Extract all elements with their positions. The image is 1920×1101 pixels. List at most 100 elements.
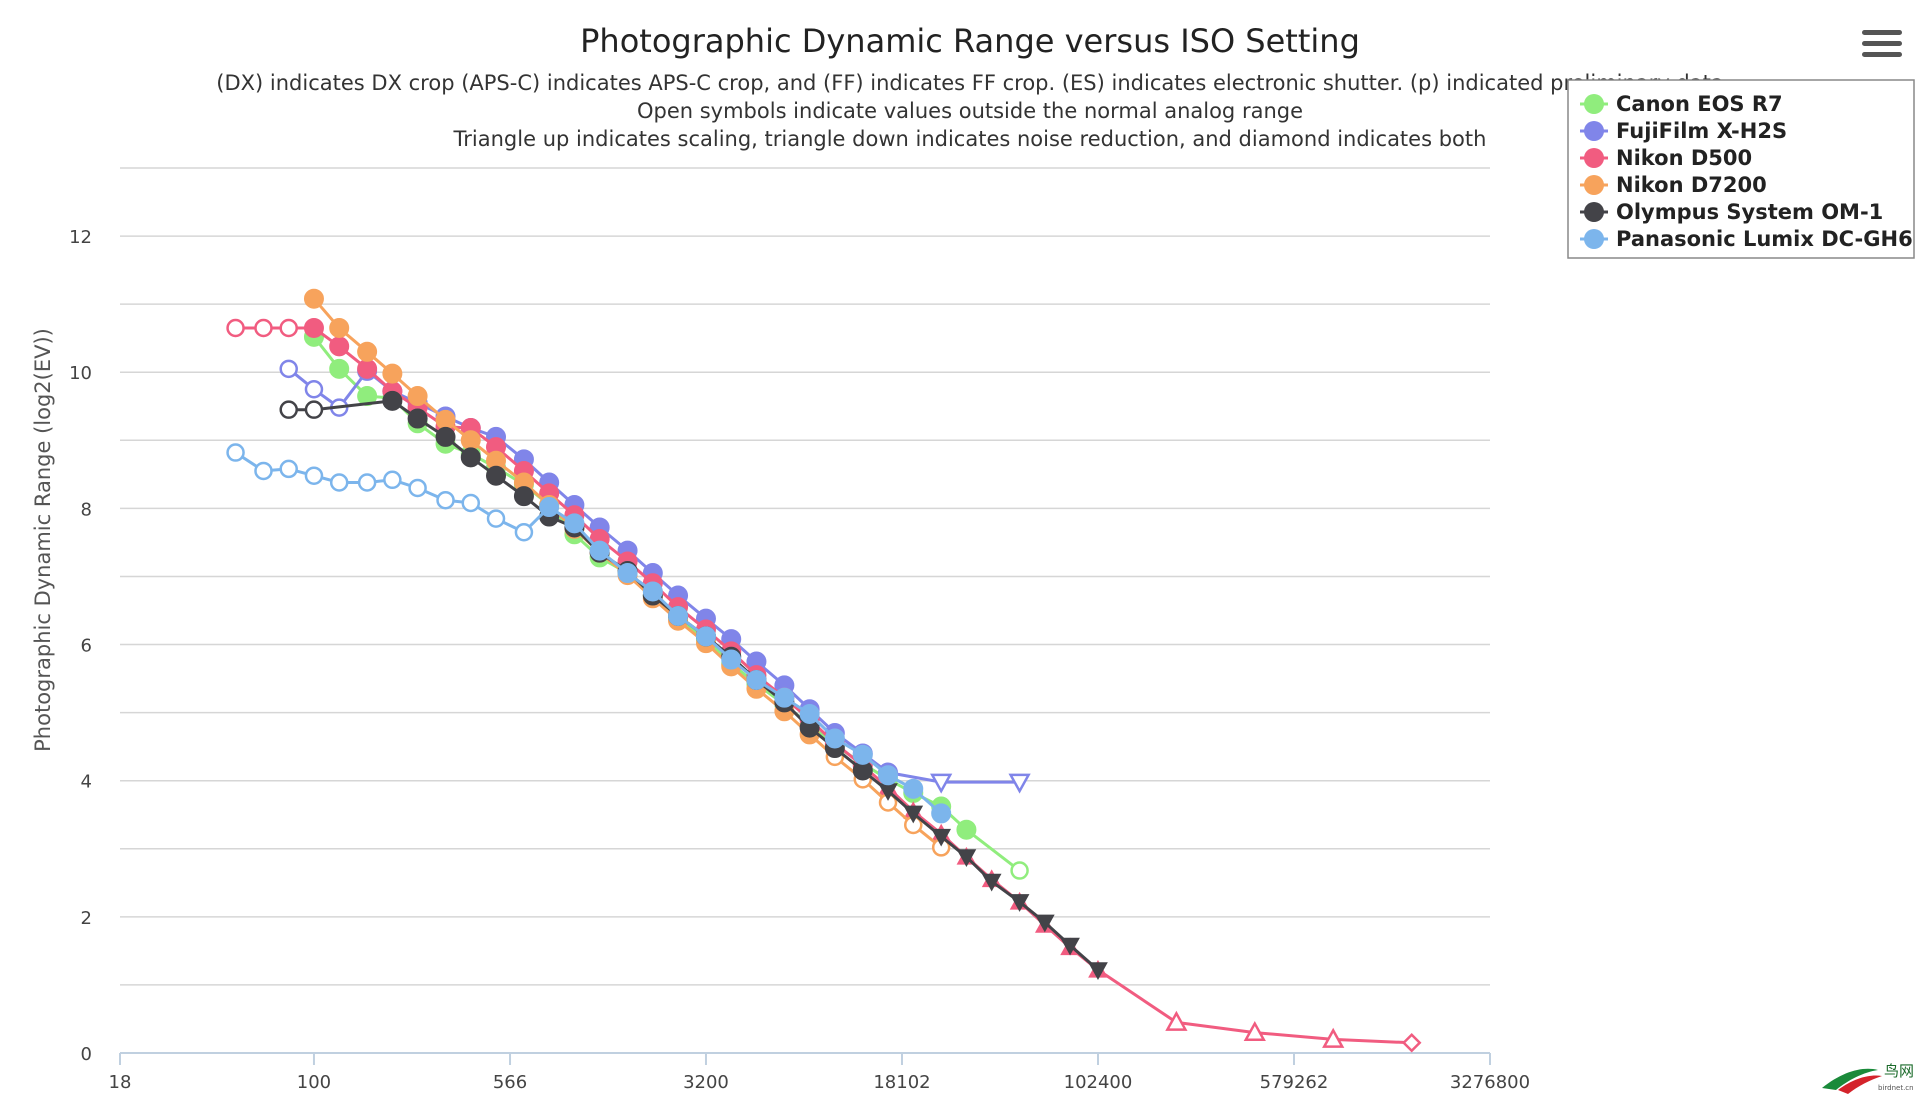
- data-point-olympus-system-om-1[interactable]: [1088, 962, 1108, 980]
- data-point-fujifilm-x-h2s[interactable]: [1008, 773, 1031, 794]
- data-point-panasonic-lumix-dc-gh6[interactable]: [774, 687, 795, 708]
- y-tick-label: 4: [81, 772, 92, 793]
- data-point-panasonic-lumix-dc-gh6[interactable]: [721, 649, 742, 670]
- data-point-panasonic-lumix-dc-gh6[interactable]: [254, 461, 273, 481]
- data-point-olympus-system-om-1[interactable]: [956, 849, 977, 867]
- data-point-nikon-d500[interactable]: [279, 318, 298, 338]
- data-point-nikon-d500[interactable]: [329, 336, 350, 357]
- data-point-panasonic-lumix-dc-gh6[interactable]: [539, 497, 560, 518]
- data-point-olympus-system-om-1[interactable]: [1060, 937, 1080, 956]
- data-point-nikon-d7200[interactable]: [460, 430, 481, 451]
- chart-subtitle-3: Triangle up indicates scaling, triangle …: [453, 127, 1487, 151]
- chart-title: Photographic Dynamic Range versus ISO Se…: [580, 22, 1360, 60]
- legend-item-panasonic-lumix-dc-gh6[interactable]: Panasonic Lumix DC-GH6: [1580, 227, 1913, 251]
- data-point-olympus-system-om-1[interactable]: [486, 465, 507, 486]
- data-point-nikon-d7200[interactable]: [329, 317, 350, 338]
- data-point-panasonic-lumix-dc-gh6[interactable]: [514, 522, 534, 542]
- axes: Photographic Dynamic Range (log2(EV)) 0 2…: [31, 227, 1530, 1093]
- legend-label: Canon EOS R7: [1616, 92, 1783, 116]
- data-point-panasonic-lumix-dc-gh6[interactable]: [357, 473, 377, 492]
- data-point-olympus-system-om-1[interactable]: [304, 400, 324, 419]
- data-point-panasonic-lumix-dc-gh6[interactable]: [589, 540, 610, 561]
- x-tick-label: 18: [109, 1072, 132, 1093]
- legend-item-nikon-d500[interactable]: Nikon D500: [1580, 146, 1752, 170]
- data-point-fujifilm-x-h2s[interactable]: [279, 359, 298, 379]
- data-point-panasonic-lumix-dc-gh6[interactable]: [304, 466, 324, 485]
- data-point-panasonic-lumix-dc-gh6[interactable]: [642, 581, 663, 602]
- data-point-panasonic-lumix-dc-gh6[interactable]: [878, 765, 899, 786]
- data-point-nikon-d7200[interactable]: [303, 288, 324, 309]
- legend-item-canon-eos-r7[interactable]: Canon EOS R7: [1580, 92, 1783, 116]
- data-point-canon-eos-r7[interactable]: [329, 358, 350, 379]
- data-point-panasonic-lumix-dc-gh6[interactable]: [436, 490, 455, 510]
- data-point-nikon-d500[interactable]: [1401, 1033, 1422, 1053]
- data-point-panasonic-lumix-dc-gh6[interactable]: [408, 478, 427, 498]
- data-point-nikon-d500[interactable]: [357, 358, 378, 379]
- watermark-subtext: birdnet.cn: [1878, 1084, 1914, 1092]
- data-point-nikon-d500[interactable]: [226, 318, 245, 338]
- series-panasonic-lumix-dc-gh6: [226, 443, 952, 824]
- data-point-olympus-system-om-1[interactable]: [931, 828, 952, 847]
- x-tick-label: 3200: [683, 1072, 729, 1093]
- data-point-nikon-d500[interactable]: [303, 317, 324, 338]
- data-point-olympus-system-om-1[interactable]: [460, 447, 481, 468]
- data-point-panasonic-lumix-dc-gh6[interactable]: [226, 443, 245, 462]
- y-axis-title: Photographic Dynamic Range (log2(EV)): [31, 328, 55, 752]
- y-tick-label: 8: [81, 499, 92, 520]
- data-point-nikon-d500[interactable]: [254, 318, 273, 338]
- data-point-nikon-d500[interactable]: [1165, 1010, 1188, 1031]
- gridlines: [120, 167, 1490, 986]
- data-point-nikon-d500[interactable]: [1322, 1027, 1345, 1048]
- data-point-panasonic-lumix-dc-gh6[interactable]: [617, 563, 638, 584]
- data-point-canon-eos-r7[interactable]: [956, 819, 977, 840]
- data-point-panasonic-lumix-dc-gh6[interactable]: [799, 703, 820, 724]
- x-tick-label: 102400: [1064, 1072, 1133, 1093]
- data-point-olympus-system-om-1[interactable]: [407, 408, 428, 429]
- data-point-olympus-system-om-1[interactable]: [981, 873, 1002, 892]
- menu-bar: [1862, 52, 1902, 57]
- data-point-panasonic-lumix-dc-gh6[interactable]: [668, 605, 689, 626]
- data-point-fujifilm-x-h2s[interactable]: [930, 773, 953, 794]
- data-point-canon-eos-r7[interactable]: [357, 386, 378, 407]
- data-point-panasonic-lumix-dc-gh6[interactable]: [931, 803, 952, 824]
- data-point-canon-eos-r7[interactable]: [1010, 861, 1029, 880]
- data-point-panasonic-lumix-dc-gh6[interactable]: [746, 669, 767, 690]
- legend-label: Panasonic Lumix DC-GH6: [1616, 227, 1913, 251]
- y-tick-label: 6: [81, 636, 92, 657]
- data-point-panasonic-lumix-dc-gh6[interactable]: [564, 513, 585, 534]
- data-point-olympus-system-om-1[interactable]: [382, 390, 403, 411]
- data-point-olympus-system-om-1[interactable]: [435, 426, 456, 447]
- data-point-panasonic-lumix-dc-gh6[interactable]: [383, 470, 402, 490]
- data-point-panasonic-lumix-dc-gh6[interactable]: [279, 459, 298, 479]
- data-point-panasonic-lumix-dc-gh6[interactable]: [461, 493, 481, 513]
- hamburger-menu-icon[interactable]: [1862, 30, 1902, 62]
- series-line-panasonic-lumix-dc-gh6: [234, 451, 943, 815]
- data-point-nikon-d500[interactable]: [1243, 1021, 1266, 1042]
- data-point-nikon-d7200[interactable]: [382, 363, 403, 384]
- data-point-panasonic-lumix-dc-gh6[interactable]: [695, 626, 716, 647]
- data-point-olympus-system-om-1[interactable]: [1009, 894, 1030, 912]
- data-point-panasonic-lumix-dc-gh6[interactable]: [486, 509, 506, 528]
- legend-item-fujifilm-x-h2s[interactable]: FujiFilm X-H2S: [1580, 119, 1787, 143]
- bird-logo: 鸟网 birdnet.cn: [1822, 1062, 1914, 1094]
- data-point-olympus-system-om-1[interactable]: [1034, 914, 1055, 933]
- data-point-nikon-d7200[interactable]: [357, 341, 378, 362]
- data-point-panasonic-lumix-dc-gh6[interactable]: [852, 744, 873, 765]
- x-tick-label: 18102: [873, 1072, 930, 1093]
- legend-marker: [1584, 121, 1604, 141]
- data-point-olympus-system-om-1[interactable]: [903, 805, 924, 824]
- data-point-nikon-d7200[interactable]: [407, 386, 428, 407]
- legend-item-nikon-d7200[interactable]: Nikon D7200: [1580, 173, 1767, 197]
- legend-box: [1567, 79, 1915, 259]
- legend-item-olympus-system-om-1[interactable]: Olympus System OM-1: [1580, 200, 1883, 224]
- menu-bar: [1862, 30, 1902, 35]
- data-point-olympus-system-om-1[interactable]: [279, 400, 298, 419]
- y-tick-label: 10: [69, 363, 92, 384]
- data-point-panasonic-lumix-dc-gh6[interactable]: [329, 473, 349, 492]
- data-point-olympus-system-om-1[interactable]: [513, 486, 534, 507]
- data-point-nikon-d7200[interactable]: [435, 409, 456, 430]
- x-tick-label: 3276800: [1450, 1072, 1530, 1093]
- data-point-panasonic-lumix-dc-gh6[interactable]: [824, 728, 845, 749]
- data-point-fujifilm-x-h2s[interactable]: [304, 380, 324, 399]
- data-point-panasonic-lumix-dc-gh6[interactable]: [903, 778, 924, 799]
